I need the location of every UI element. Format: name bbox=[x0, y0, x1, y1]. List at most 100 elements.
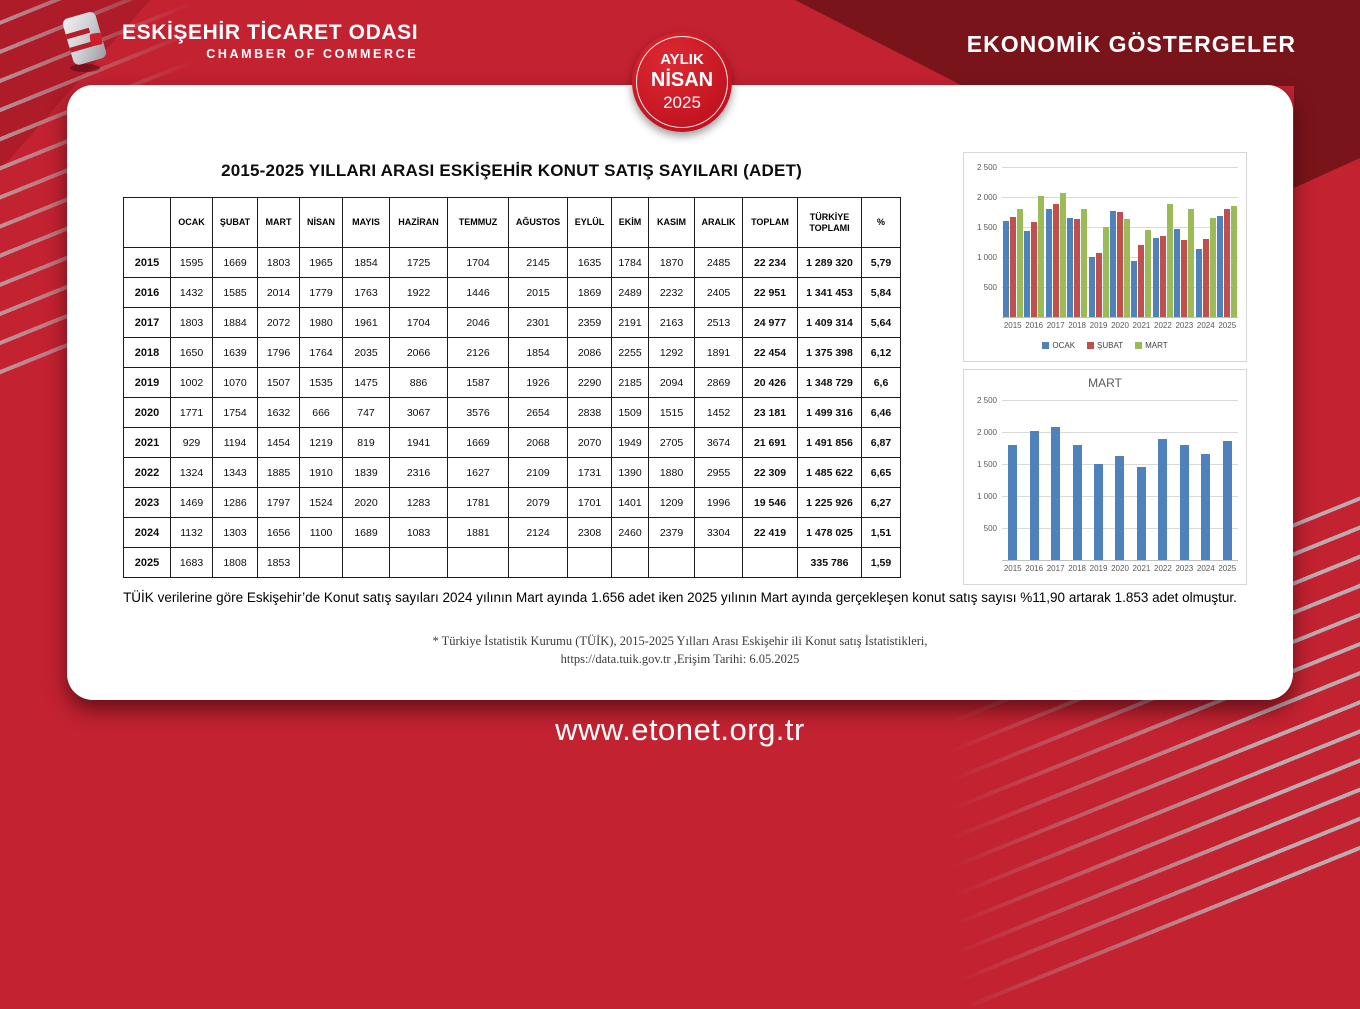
bar-mart-2025 bbox=[1231, 205, 1238, 317]
bar-group-2022 bbox=[1158, 400, 1168, 560]
col-header-şubat: ŞUBAT bbox=[212, 197, 258, 248]
x-tick-label-2020: 2020 bbox=[1111, 564, 1129, 573]
x-tick-label-2023: 2023 bbox=[1175, 321, 1194, 330]
value-cell: 2070 bbox=[567, 427, 612, 458]
value-cell: 1781 bbox=[447, 487, 509, 518]
bar-şubat-2020 bbox=[1116, 211, 1123, 317]
x-tick-label-2022: 2022 bbox=[1154, 321, 1172, 330]
value-cell bbox=[447, 547, 509, 578]
value-cell: 1286 bbox=[212, 487, 258, 518]
value-cell: 1689 bbox=[342, 517, 390, 548]
source-footnote-line2: https://data.tuik.gov.tr ,Erişim Tarihi:… bbox=[560, 652, 800, 666]
value-cell: 2489 bbox=[611, 277, 649, 308]
bar-group-2023 bbox=[1179, 400, 1189, 560]
value-cell: 1650 bbox=[170, 337, 213, 368]
bar-mart-2023 bbox=[1188, 209, 1195, 317]
table-row-2019: 2019 1002 1070 1507 1535 1475 886 1587 1926 2290 2… bbox=[123, 367, 901, 398]
value-cell: 2869 bbox=[694, 367, 743, 398]
bar-group-2021 bbox=[1131, 167, 1152, 317]
bar-mart-2024 bbox=[1209, 217, 1216, 317]
value-cell: 1941 bbox=[389, 427, 448, 458]
x-tick-label-2015: 2015 bbox=[1003, 564, 1022, 573]
x-tick-label-2019: 2019 bbox=[1089, 564, 1108, 573]
col-header-mayis: MAYIS bbox=[342, 197, 390, 248]
y-axis-tick-label: 1 000 bbox=[976, 491, 997, 501]
value-cell: 3067 bbox=[389, 397, 448, 428]
value-cell: 1632 bbox=[257, 397, 300, 428]
value-cell: 2086 bbox=[567, 337, 612, 368]
chart-title: MART bbox=[1088, 376, 1122, 390]
year-cell: 2023 bbox=[123, 487, 171, 518]
bar-mart-2023 bbox=[1179, 445, 1189, 560]
bar-group-2025 bbox=[1217, 167, 1238, 317]
value-cell: 2072 bbox=[257, 307, 300, 338]
x-tick-label-2021: 2021 bbox=[1132, 321, 1151, 330]
value-cell bbox=[508, 547, 568, 578]
value-cell: 3674 bbox=[694, 427, 743, 458]
bar-group-2025 bbox=[1222, 400, 1232, 560]
y-axis-tick-label: 1 500 bbox=[976, 459, 997, 469]
bar-şubat-2024 bbox=[1202, 238, 1209, 317]
value-cell: 1808 bbox=[212, 547, 258, 578]
value-cell bbox=[648, 547, 695, 578]
value-cell: 22 419 bbox=[742, 517, 798, 548]
value-cell: 1446 bbox=[447, 277, 509, 308]
value-cell: 6,65 bbox=[861, 457, 901, 488]
logo-text: ESKİŞEHİR TİCARET ODASI CHAMBER OF COMME… bbox=[122, 21, 418, 61]
value-cell: 1083 bbox=[389, 517, 448, 548]
value-cell: 1949 bbox=[611, 427, 649, 458]
bar-group-2019 bbox=[1094, 400, 1104, 560]
value-cell: 1219 bbox=[299, 427, 343, 458]
value-cell: 2316 bbox=[389, 457, 448, 488]
value-cell: 22 309 bbox=[742, 457, 798, 488]
y-axis-tick-label: 2 000 bbox=[976, 427, 997, 437]
value-cell: 1704 bbox=[389, 307, 448, 338]
value-cell: 1292 bbox=[648, 337, 695, 368]
value-cell: 1627 bbox=[447, 457, 509, 488]
x-tick-label-2023: 2023 bbox=[1175, 564, 1194, 573]
gridline bbox=[1002, 400, 1238, 401]
value-cell: 2955 bbox=[694, 457, 743, 488]
value-cell: 1452 bbox=[694, 397, 743, 428]
value-cell: 1701 bbox=[567, 487, 612, 518]
value-cell: 1704 bbox=[447, 247, 509, 278]
bar-mart-2018 bbox=[1072, 445, 1082, 560]
col-header-ağustos: AĞUSTOS bbox=[508, 197, 568, 248]
bar-ocak-2016 bbox=[1024, 231, 1031, 317]
bar-mart-2017 bbox=[1059, 192, 1066, 317]
value-cell: 3576 bbox=[447, 397, 509, 428]
footer-url[interactable]: www.etonet.org.tr bbox=[555, 712, 805, 747]
bar-mart-2021 bbox=[1145, 229, 1152, 317]
y-axis-tick-label: 1 500 bbox=[976, 222, 997, 232]
value-cell: 1764 bbox=[299, 337, 343, 368]
table-row-2020: 2020 1771 1754 1632 666 747 3067 3576 2654 2838 15… bbox=[123, 397, 901, 428]
value-cell: 1881 bbox=[447, 517, 509, 548]
bar-ocak-2020 bbox=[1109, 210, 1116, 317]
legend-item-ocak: OCAK bbox=[1042, 341, 1075, 350]
value-cell: 1635 bbox=[567, 247, 612, 278]
monthly-badge: AYLIK NİSAN 2025 bbox=[632, 32, 732, 132]
value-cell: 1469 bbox=[170, 487, 213, 518]
value-cell: 2191 bbox=[611, 307, 649, 338]
value-cell: 2014 bbox=[257, 277, 300, 308]
value-cell: 1194 bbox=[212, 427, 258, 458]
value-cell: 1763 bbox=[342, 277, 390, 308]
value-cell: 2485 bbox=[694, 247, 743, 278]
value-cell: 1891 bbox=[694, 337, 743, 368]
legend-swatch-mart bbox=[1135, 342, 1143, 349]
x-tick-label-2021: 2021 bbox=[1132, 564, 1151, 573]
bar-mart-2022 bbox=[1158, 439, 1168, 560]
bar-group-2024 bbox=[1195, 167, 1216, 317]
value-cell: 1 491 856 bbox=[797, 427, 862, 458]
x-axis-labels: 2015 2016 2017 2018 2019 2020 2021 2022 2023 2024… bbox=[1002, 564, 1238, 573]
col-header-ocak: OCAK bbox=[170, 197, 213, 248]
table-row-2025: 2025 1683 1808 1853 335 786 1,59 bbox=[123, 547, 901, 578]
value-cell: 1587 bbox=[447, 367, 509, 398]
value-cell: 1 375 398 bbox=[797, 337, 862, 368]
badge-line1: AYLIK bbox=[660, 51, 704, 68]
value-cell: 1 485 622 bbox=[797, 457, 862, 488]
value-cell: 1771 bbox=[170, 397, 213, 428]
value-cell: 1853 bbox=[257, 547, 300, 578]
value-cell: 1885 bbox=[257, 457, 300, 488]
gridline bbox=[1002, 197, 1238, 198]
